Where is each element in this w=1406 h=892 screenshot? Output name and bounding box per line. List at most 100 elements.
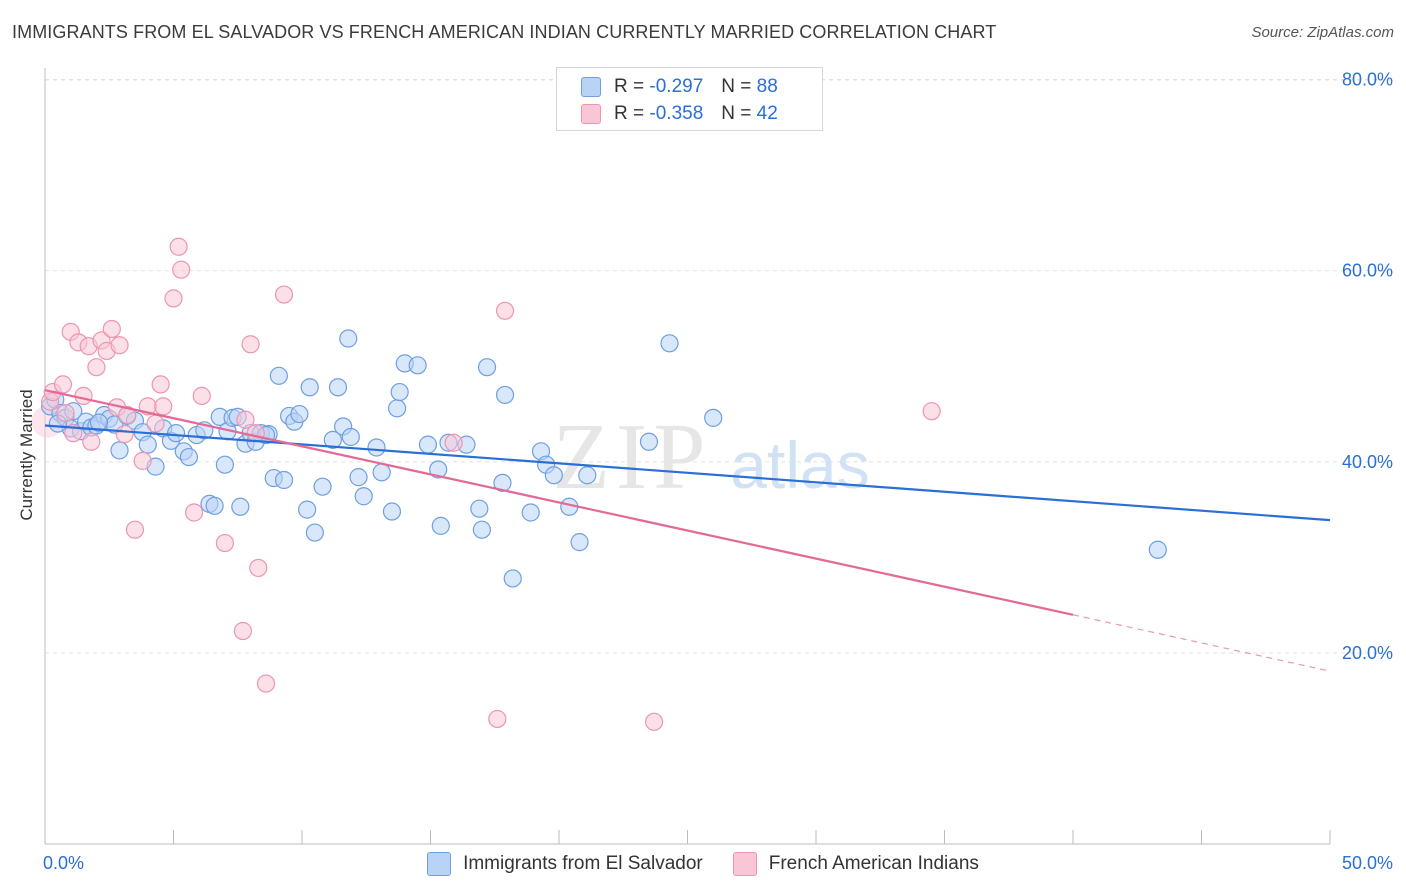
- trend-line-pink: [44, 389, 1074, 616]
- data-point: [495, 301, 515, 320]
- trend-lines: [44, 389, 1331, 672]
- data-point: [56, 403, 75, 423]
- y-tick-label: 20.0%: [1342, 643, 1393, 663]
- data-point: [341, 427, 360, 447]
- data-point: [472, 520, 491, 539]
- data-point: [470, 499, 489, 518]
- data-point: [74, 386, 93, 405]
- data-point: [274, 470, 294, 490]
- data-point: [429, 460, 448, 479]
- legend-label-french-american-indians: French American Indians: [768, 853, 979, 874]
- legend-swatch-pink: [581, 104, 601, 124]
- data-point: [488, 709, 507, 729]
- legend-swatch-blue: [427, 852, 452, 876]
- data-point: [184, 503, 204, 522]
- data-point: [89, 413, 109, 432]
- series-legend: Immigrants from El Salvador French Ameri…: [0, 852, 1406, 876]
- data-point: [503, 569, 522, 588]
- data-point: [372, 463, 391, 482]
- watermark-atlas: atlas: [730, 428, 869, 502]
- data-point: [313, 477, 332, 496]
- data-point: [236, 410, 255, 429]
- data-point: [493, 473, 512, 492]
- data-point: [115, 425, 134, 444]
- data-point: [179, 447, 199, 467]
- data-point: [298, 500, 317, 519]
- data-point: [169, 237, 188, 256]
- y-tick-label: 40.0%: [1342, 452, 1393, 472]
- data-point: [704, 408, 723, 427]
- tick-labels: 20.0% 40.0% 60.0% 80.0% 0.0% 50.0%: [43, 70, 1393, 874]
- data-point: [387, 399, 407, 418]
- gridlines: [45, 79, 1392, 654]
- data-point: [305, 523, 324, 542]
- data-point: [192, 386, 211, 405]
- data-point: [408, 356, 427, 375]
- data-point: [1148, 540, 1167, 559]
- data-point: [367, 438, 386, 457]
- legend-swatch-blue: [581, 77, 601, 97]
- legend-r-value: -0.358: [649, 103, 704, 124]
- source-label: Source: ZipAtlas.com: [1251, 24, 1394, 41]
- trend-line-pink-dashed: [1072, 614, 1331, 672]
- data-point: [215, 455, 234, 474]
- data-point: [246, 424, 265, 443]
- data-point: [164, 289, 183, 308]
- data-point: [233, 621, 252, 641]
- legend-n-value: 88: [756, 76, 778, 97]
- data-point: [102, 319, 121, 339]
- data-point: [339, 329, 358, 348]
- data-point: [172, 260, 191, 279]
- legend-n-label: N =: [721, 76, 752, 97]
- legend-r-label: R =: [614, 76, 645, 97]
- data-point: [82, 432, 101, 451]
- data-point: [151, 375, 170, 394]
- data-point: [495, 385, 515, 405]
- data-point: [521, 503, 540, 522]
- data-point: [300, 378, 319, 397]
- data-point: [328, 378, 348, 397]
- data-point: [138, 435, 157, 454]
- y-axis-label: Currently Married: [17, 389, 36, 521]
- data-point: [274, 285, 294, 304]
- data-point: [644, 712, 664, 731]
- data-point: [249, 558, 268, 578]
- data-point: [53, 375, 73, 394]
- watermark-zip: ZIP: [553, 405, 712, 509]
- data-point: [570, 533, 589, 552]
- legend-row-blue: R = -0.297 N = 88: [581, 74, 778, 100]
- trend-line-blue: [44, 424, 1331, 522]
- legend-item-french-american-indians[interactable]: French American Indians: [732, 852, 979, 876]
- data-point: [354, 487, 373, 506]
- data-point: [133, 451, 152, 470]
- data-point: [215, 533, 234, 553]
- data-point: [544, 466, 563, 485]
- legend-n-label: N =: [721, 103, 752, 124]
- chart-title: IMMIGRANTS FROM EL SALVADOR VS FRENCH AM…: [12, 22, 997, 42]
- data-point: [231, 497, 250, 516]
- y-tick-label: 80.0%: [1342, 70, 1393, 90]
- legend-item-el-salvador[interactable]: Immigrants from El Salvador: [427, 852, 703, 876]
- axes: [44, 68, 1331, 845]
- data-point: [166, 424, 186, 443]
- data-point: [125, 520, 145, 539]
- data-point: [154, 397, 173, 416]
- watermark: ZIP atlas: [553, 405, 870, 509]
- data-point: [110, 441, 129, 460]
- data-point: [118, 405, 137, 425]
- data-point: [241, 335, 260, 354]
- data-point: [660, 334, 679, 353]
- data-point: [390, 382, 409, 402]
- data-point: [382, 502, 402, 521]
- x-tick-label: 50.0%: [1342, 853, 1393, 873]
- data-point: [256, 674, 276, 693]
- data-point: [431, 516, 450, 535]
- data-point: [323, 430, 342, 449]
- correlation-legend: R = -0.297 N = 88 R = -0.358 N = 42: [556, 67, 823, 131]
- legend-r-label: R =: [614, 103, 645, 124]
- data-point: [110, 336, 129, 355]
- legend-row-pink: R = -0.358 N = 42: [581, 101, 778, 127]
- data-point: [578, 466, 597, 485]
- legend-swatch-pink: [732, 852, 757, 876]
